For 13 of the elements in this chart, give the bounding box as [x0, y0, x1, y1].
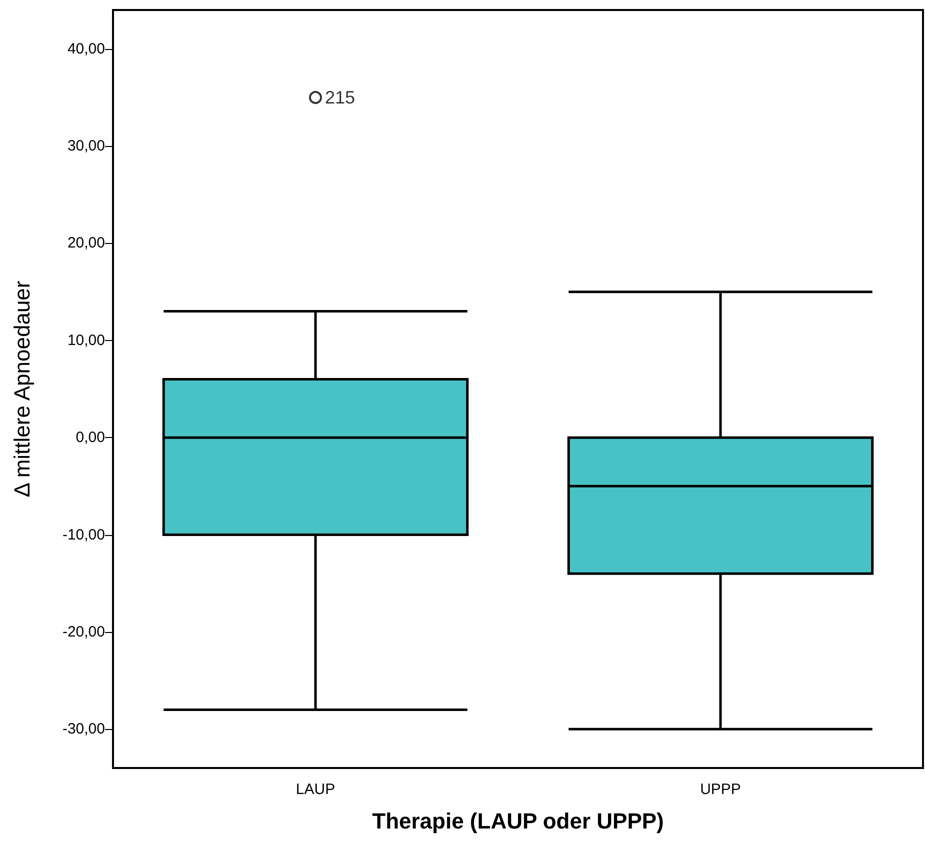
y-tick-label: -20,00 — [62, 623, 105, 640]
y-tick-label: 0,00 — [76, 429, 105, 446]
y-tick-label: -30,00 — [62, 720, 105, 738]
annotation: 215 — [325, 87, 356, 108]
y-tick-label: 10,00 — [67, 332, 105, 349]
y-tick-label: 40,00 — [67, 40, 105, 58]
y-tick-label: 20,00 — [67, 234, 105, 252]
y-tick-label: 30,00 — [67, 138, 105, 155]
x-tick-label: UPPP — [700, 781, 741, 798]
y-axis-title: Δ mittlere Apnoedauer — [10, 280, 34, 498]
x-tick-label: LAUP — [296, 781, 336, 798]
y-tick-label: -10,00 — [62, 526, 105, 544]
x-axis-title: Therapie (LAUP oder UPPP) — [372, 808, 664, 834]
